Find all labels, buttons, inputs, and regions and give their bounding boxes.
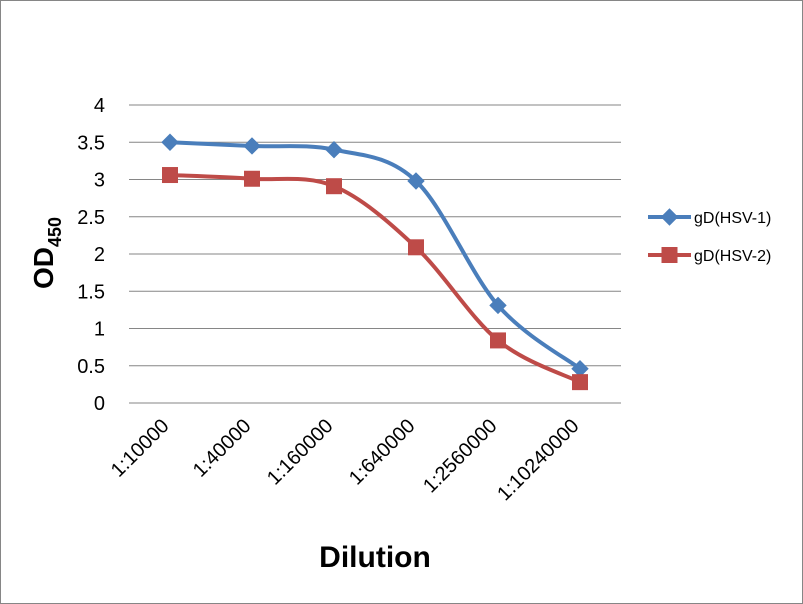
data-point-series-2 xyxy=(408,239,424,256)
y-tick-label: 0.5 xyxy=(77,356,105,378)
y-tick-label: 0 xyxy=(94,393,105,415)
y-axis-title: OD450 xyxy=(28,217,65,289)
data-point-series-2 xyxy=(244,170,260,187)
y-tick-label: 1 xyxy=(94,319,105,341)
data-point-series-2 xyxy=(326,178,342,195)
y-tick-label: 3 xyxy=(94,170,105,192)
y-tick-labels: 0 0.5 1 1.5 2 2.5 3 3.5 4 xyxy=(77,95,105,415)
y-tick-label: 3.5 xyxy=(77,132,105,154)
data-point-series-1 xyxy=(243,137,261,155)
y-tick-label: 1.5 xyxy=(77,281,105,303)
y-axis-title-subscript: 450 xyxy=(45,217,65,247)
x-tick-label: 1:10240000 xyxy=(493,415,583,505)
data-point-series-2 xyxy=(490,332,506,349)
legend-entry-label: gD(HSV-2) xyxy=(694,248,771,265)
legend-swatch-marker xyxy=(661,247,678,263)
legend-entry-label: gD(HSV-1) xyxy=(694,210,771,227)
series-markers xyxy=(161,133,589,391)
gridlines xyxy=(129,104,621,404)
x-axis-title: Dilution xyxy=(319,541,431,574)
y-tick-label: 4 xyxy=(94,95,105,117)
legend: gD(HSV-1) gD(HSV-2) xyxy=(648,208,771,265)
y-tick-label: 2 xyxy=(94,244,105,266)
y-axis-title-main: OD xyxy=(28,247,59,289)
series-lines xyxy=(168,140,582,385)
x-tick-label: 1:10000 xyxy=(107,415,174,482)
data-point-series-1 xyxy=(489,296,507,315)
x-tick-labels: 1:10000 1:40000 1:160000 1:640000 1:25600001… xyxy=(107,415,584,505)
x-tick-label: 1:2560000 xyxy=(419,415,501,497)
data-point-series-1 xyxy=(407,172,425,190)
data-point-series-2 xyxy=(572,374,588,391)
data-point-series-2 xyxy=(162,167,178,184)
legend-swatch-marker xyxy=(660,208,679,226)
data-point-series-1 xyxy=(325,140,343,159)
x-tick-label: 1:640000 xyxy=(345,415,420,490)
data-point-series-1 xyxy=(161,133,179,151)
series-line-2 xyxy=(168,173,582,385)
x-tick-label: 1:160000 xyxy=(263,415,338,490)
x-tick-label: 1:40000 xyxy=(189,415,256,482)
y-tick-label: 2.5 xyxy=(77,207,105,229)
